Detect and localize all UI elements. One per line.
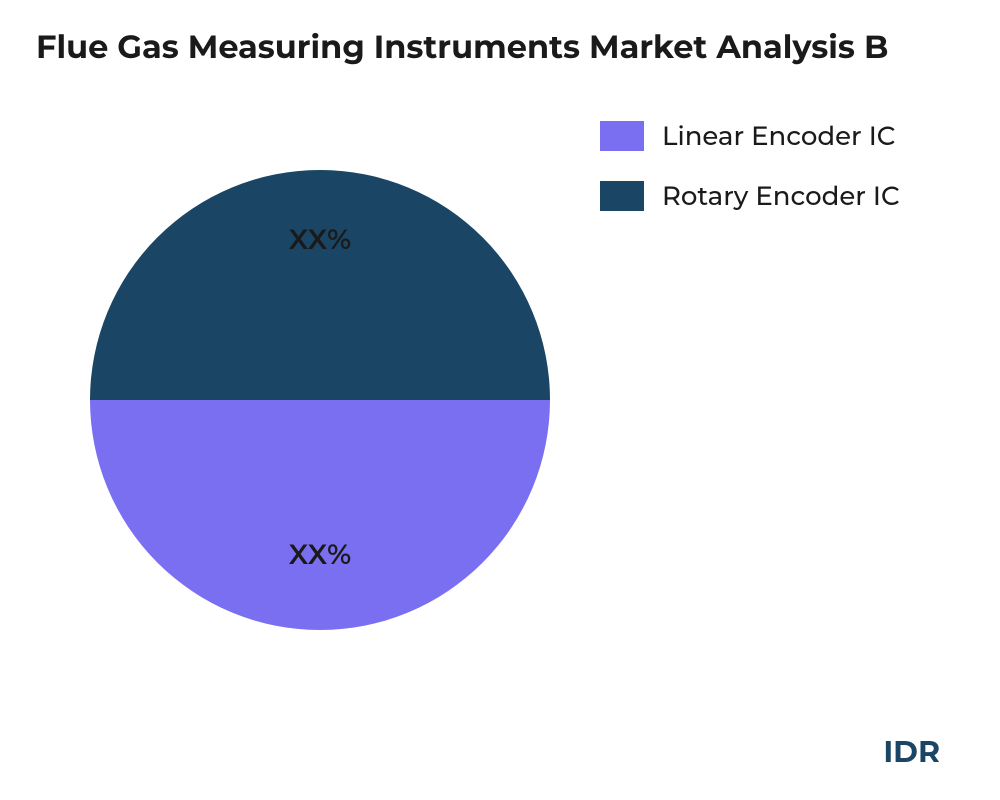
footer-brand: IDR	[883, 733, 940, 770]
slice-label-bottom: XX%	[289, 538, 351, 572]
slice-label-top: XX%	[289, 223, 351, 257]
legend-item-linear: Linear Encoder IC	[600, 120, 900, 152]
chart-title: Flue Gas Measuring Instruments Market An…	[36, 28, 888, 67]
legend-label-rotary: Rotary Encoder IC	[662, 180, 900, 212]
legend: Linear Encoder IC Rotary Encoder IC	[600, 120, 900, 240]
legend-label-linear: Linear Encoder IC	[662, 120, 895, 152]
pie-chart: XX% XX%	[90, 170, 550, 630]
legend-item-rotary: Rotary Encoder IC	[600, 180, 900, 212]
legend-swatch-rotary	[600, 181, 644, 211]
legend-swatch-linear	[600, 121, 644, 151]
